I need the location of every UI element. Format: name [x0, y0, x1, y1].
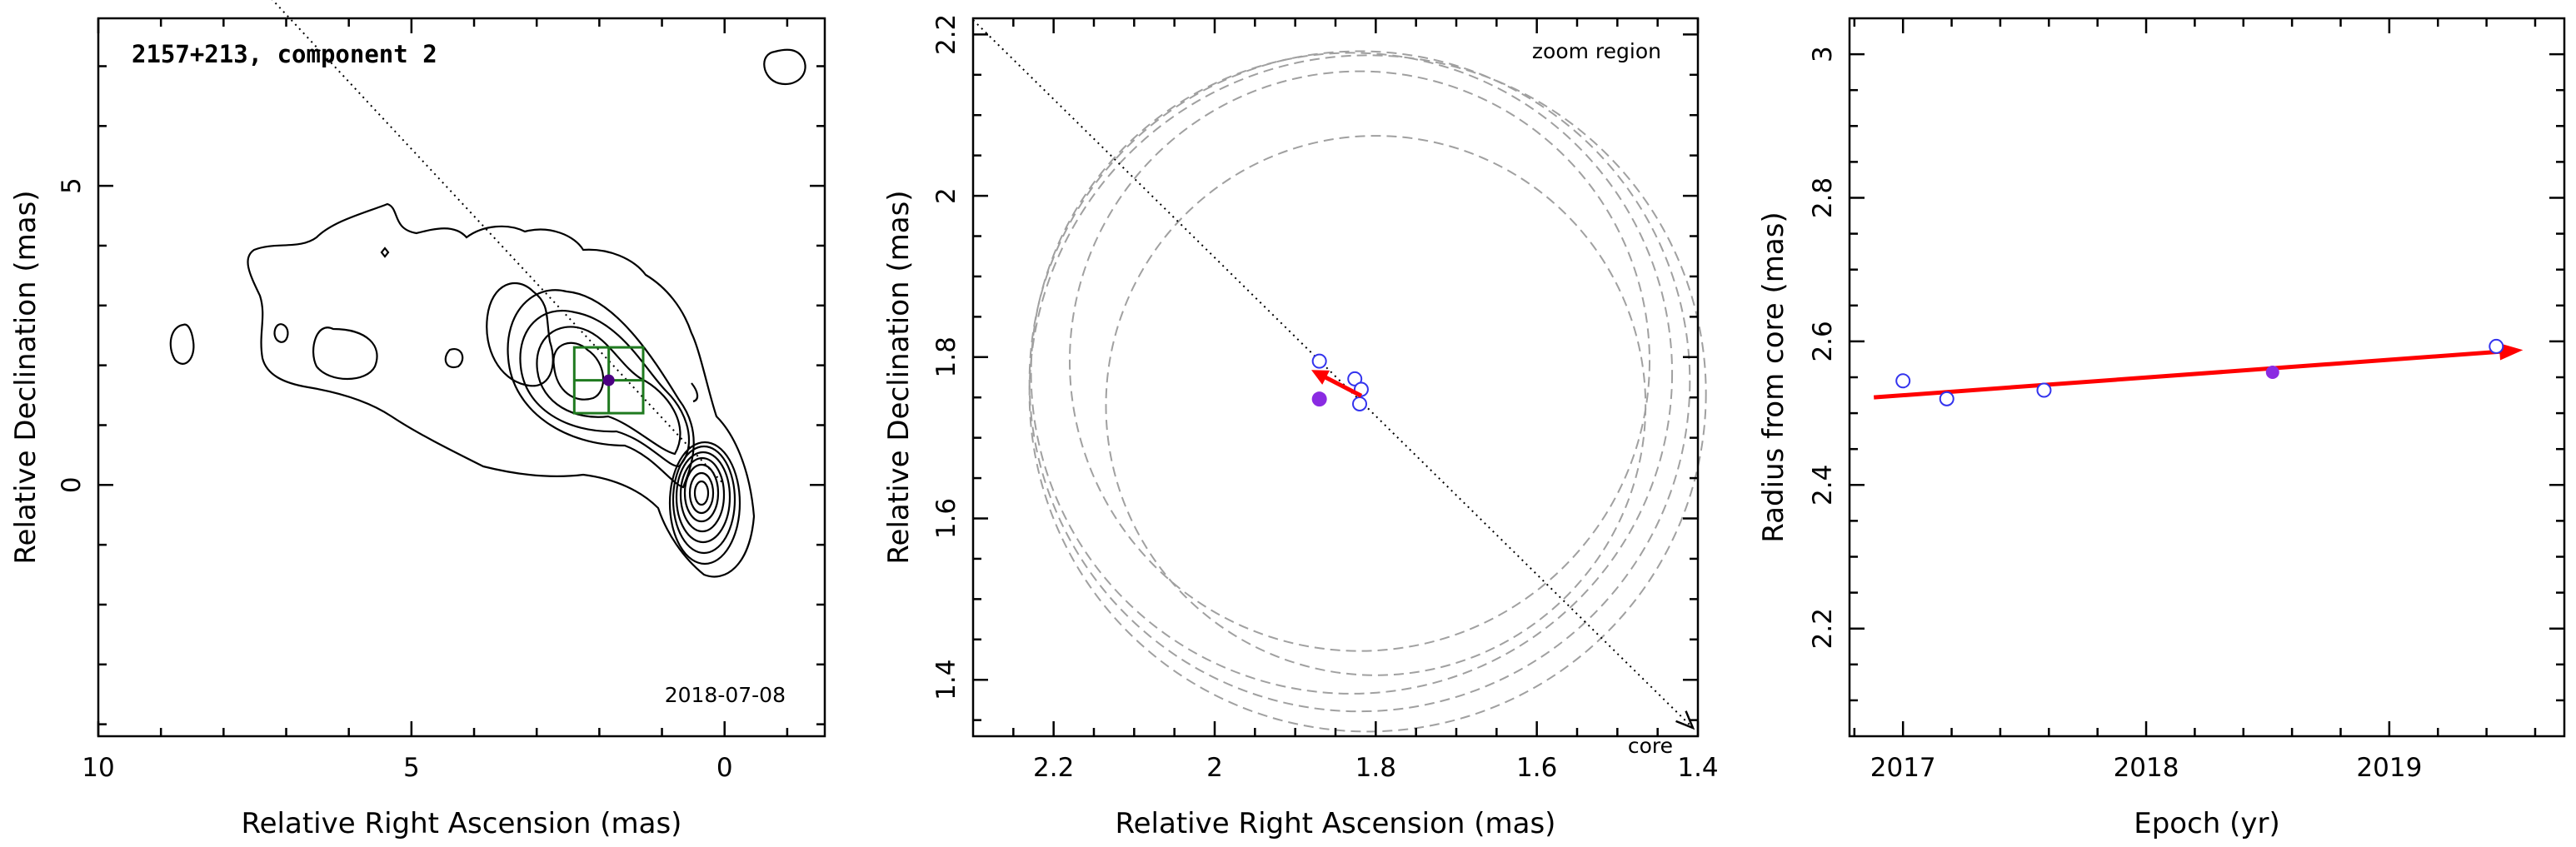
- y-axis-label: Relative Declination (mas): [9, 190, 42, 564]
- y-tick-label: 2.8: [1808, 177, 1838, 218]
- y-tick-label: 2: [931, 187, 961, 204]
- motion-arrow-head: [1311, 370, 1330, 385]
- x-tick-label: 2017: [1870, 753, 1936, 783]
- contour-level: [444, 348, 464, 369]
- open-data-point: [1895, 373, 1911, 389]
- x-axis-label: Epoch (yr): [2134, 807, 2280, 840]
- x-axis-label: Relative Right Ascension (mas): [1116, 807, 1556, 840]
- contour-level: [552, 341, 605, 401]
- linear-fit-arrow: [1874, 343, 2524, 400]
- panel-zoom-region: 2.2 2 1.8 1.6 1.4 1.4 1.6 1.8 2 2.2 zoom region c…: [882, 14, 1719, 840]
- x-tick-label: 2: [1206, 753, 1223, 783]
- error-circle: [1028, 50, 1691, 713]
- x-tick-label: 2018: [2114, 753, 2179, 783]
- y-axis-label: Radius from core (mas): [1757, 212, 1790, 542]
- y-tick-label: 0: [57, 476, 87, 493]
- contour-level: [763, 48, 806, 86]
- x-tick-label: 10: [82, 753, 114, 783]
- contour-level: [675, 451, 731, 544]
- contour-level: [679, 456, 726, 533]
- error-circles: [1028, 50, 1707, 733]
- x-tick-label: 0: [716, 753, 733, 783]
- core-arrowhead: [1675, 710, 1695, 730]
- x-tick-label: 1.6: [1516, 753, 1557, 783]
- y-tick-label: 2.4: [1808, 465, 1838, 506]
- x-tick-label: 2019: [2356, 753, 2422, 783]
- error-circle: [1028, 54, 1707, 733]
- contour-map: [169, 48, 806, 578]
- fit-line: [1874, 348, 2512, 400]
- contour-level: [247, 202, 756, 578]
- contour-level: [273, 323, 289, 343]
- open-data-point: [1311, 353, 1327, 369]
- epoch-label: 2018-07-08: [665, 683, 786, 707]
- open-data-point: [1939, 391, 1954, 406]
- contour-level: [683, 463, 720, 523]
- open-data-point: [2036, 382, 2052, 398]
- contour-level: [169, 323, 195, 365]
- plot-frame: [1848, 17, 2566, 738]
- filled-data-point: [2265, 365, 2279, 379]
- core-label: core: [1628, 734, 1673, 758]
- y-tick-label: 3: [1808, 46, 1838, 62]
- error-circle: [1069, 70, 1650, 652]
- y-tick-label: 1.8: [931, 336, 961, 377]
- core-direction-arrowhead: [1675, 710, 1695, 730]
- y-tick-label: 1.6: [931, 498, 961, 539]
- open-data-point: [2489, 338, 2504, 354]
- x-tick-label: 5: [403, 753, 420, 783]
- x-tick-label: 2.2: [1033, 753, 1074, 783]
- plot-frame: [97, 17, 826, 738]
- contour-level: [380, 247, 390, 258]
- y-tick-label: 2.2: [1808, 608, 1838, 649]
- axis-ticks: 10 5 0 0 5: [57, 18, 825, 783]
- x-tick-label: 1.8: [1355, 753, 1396, 783]
- chart-title: 2157+213, component 2: [132, 40, 437, 68]
- contour-level: [536, 326, 681, 456]
- direction-line: [972, 19, 1694, 729]
- axis-ticks: 2017 2018 2019 2.2 2.4 2.6 2.8 3: [1808, 18, 2564, 783]
- x-axis-label: Relative Right Ascension (mas): [242, 807, 682, 840]
- error-circle: [1105, 135, 1647, 676]
- contour-level: [312, 326, 378, 381]
- x-tick-label: 1.4: [1677, 753, 1718, 783]
- error-circle: [1030, 52, 1674, 695]
- y-tick-label: 2.2: [931, 14, 961, 55]
- open-data-point: [1352, 396, 1367, 411]
- component-position-marker: [602, 374, 615, 386]
- contour-level: [668, 441, 741, 565]
- motion-vector-arrow: [1311, 370, 1363, 398]
- panel-contour-map: 10 5 005 2157+213, component 2 2018-07-08 …: [9, 0, 826, 840]
- fit-arrowhead: [2499, 343, 2524, 361]
- y-tick-label: 5: [57, 177, 87, 194]
- direction-line: [271, 0, 726, 486]
- contour-level: [693, 480, 710, 506]
- zoom-region-label: zoom region: [1532, 39, 1661, 63]
- panel-radius-vs-epoch: 2017 2018 2019 2.2 2.4 2.6 2.8 3 Epoch (yr) Rad…: [1757, 17, 2566, 840]
- contour-level: [671, 445, 736, 555]
- y-tick-label: 2.6: [1808, 321, 1838, 361]
- data-points: [1895, 338, 2504, 406]
- axis-ticks: 2.2 2 1.8 1.6 1.4 1.4 1.6 1.8 2 2.2: [931, 14, 1719, 783]
- contour-level: [507, 289, 695, 489]
- y-axis-label: Relative Declination (mas): [882, 190, 916, 564]
- y-tick-label: 1.4: [931, 660, 961, 700]
- contour-level: [519, 310, 691, 468]
- contour-level: [486, 282, 554, 387]
- contour-level: [691, 382, 699, 403]
- contour-level: [688, 471, 715, 515]
- filled-data-point: [1311, 391, 1327, 407]
